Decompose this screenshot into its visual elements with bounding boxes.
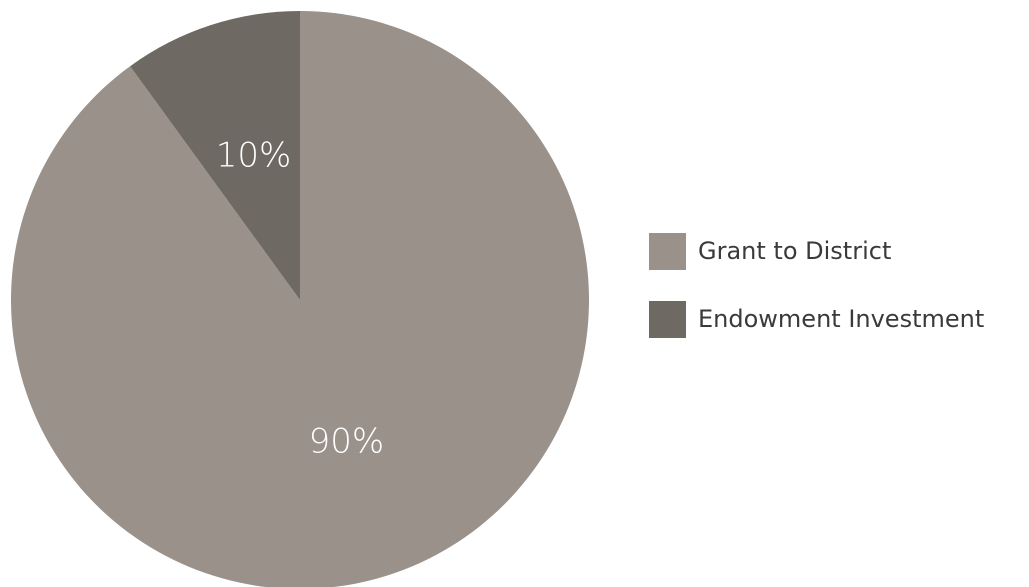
legend-label-grant-to-district: Grant to District: [698, 237, 892, 265]
legend-swatch-endowment-investment: [649, 300, 686, 338]
pie-label-endowment-investment: 10%: [216, 136, 292, 176]
legend-item-grant-to-district: Grant to District: [649, 232, 984, 270]
legend-label-endowment-investment: Endowment Investment: [698, 305, 985, 333]
pie-label-grant-to-district: 90%: [309, 421, 385, 461]
pie-slice-endowment-investment: [130, 11, 300, 300]
pie-chart: 90% 10%: [11, 11, 589, 587]
pie-slices: [11, 11, 589, 587]
pie-slice-grant-to-district: [11, 11, 589, 587]
pie-labels: 90% 10%: [216, 136, 384, 462]
legend-swatch-grant-to-district: [649, 232, 686, 270]
legend: Grant to District Endowment Investment: [649, 232, 984, 368]
legend-item-endowment-investment: Endowment Investment: [649, 300, 984, 338]
